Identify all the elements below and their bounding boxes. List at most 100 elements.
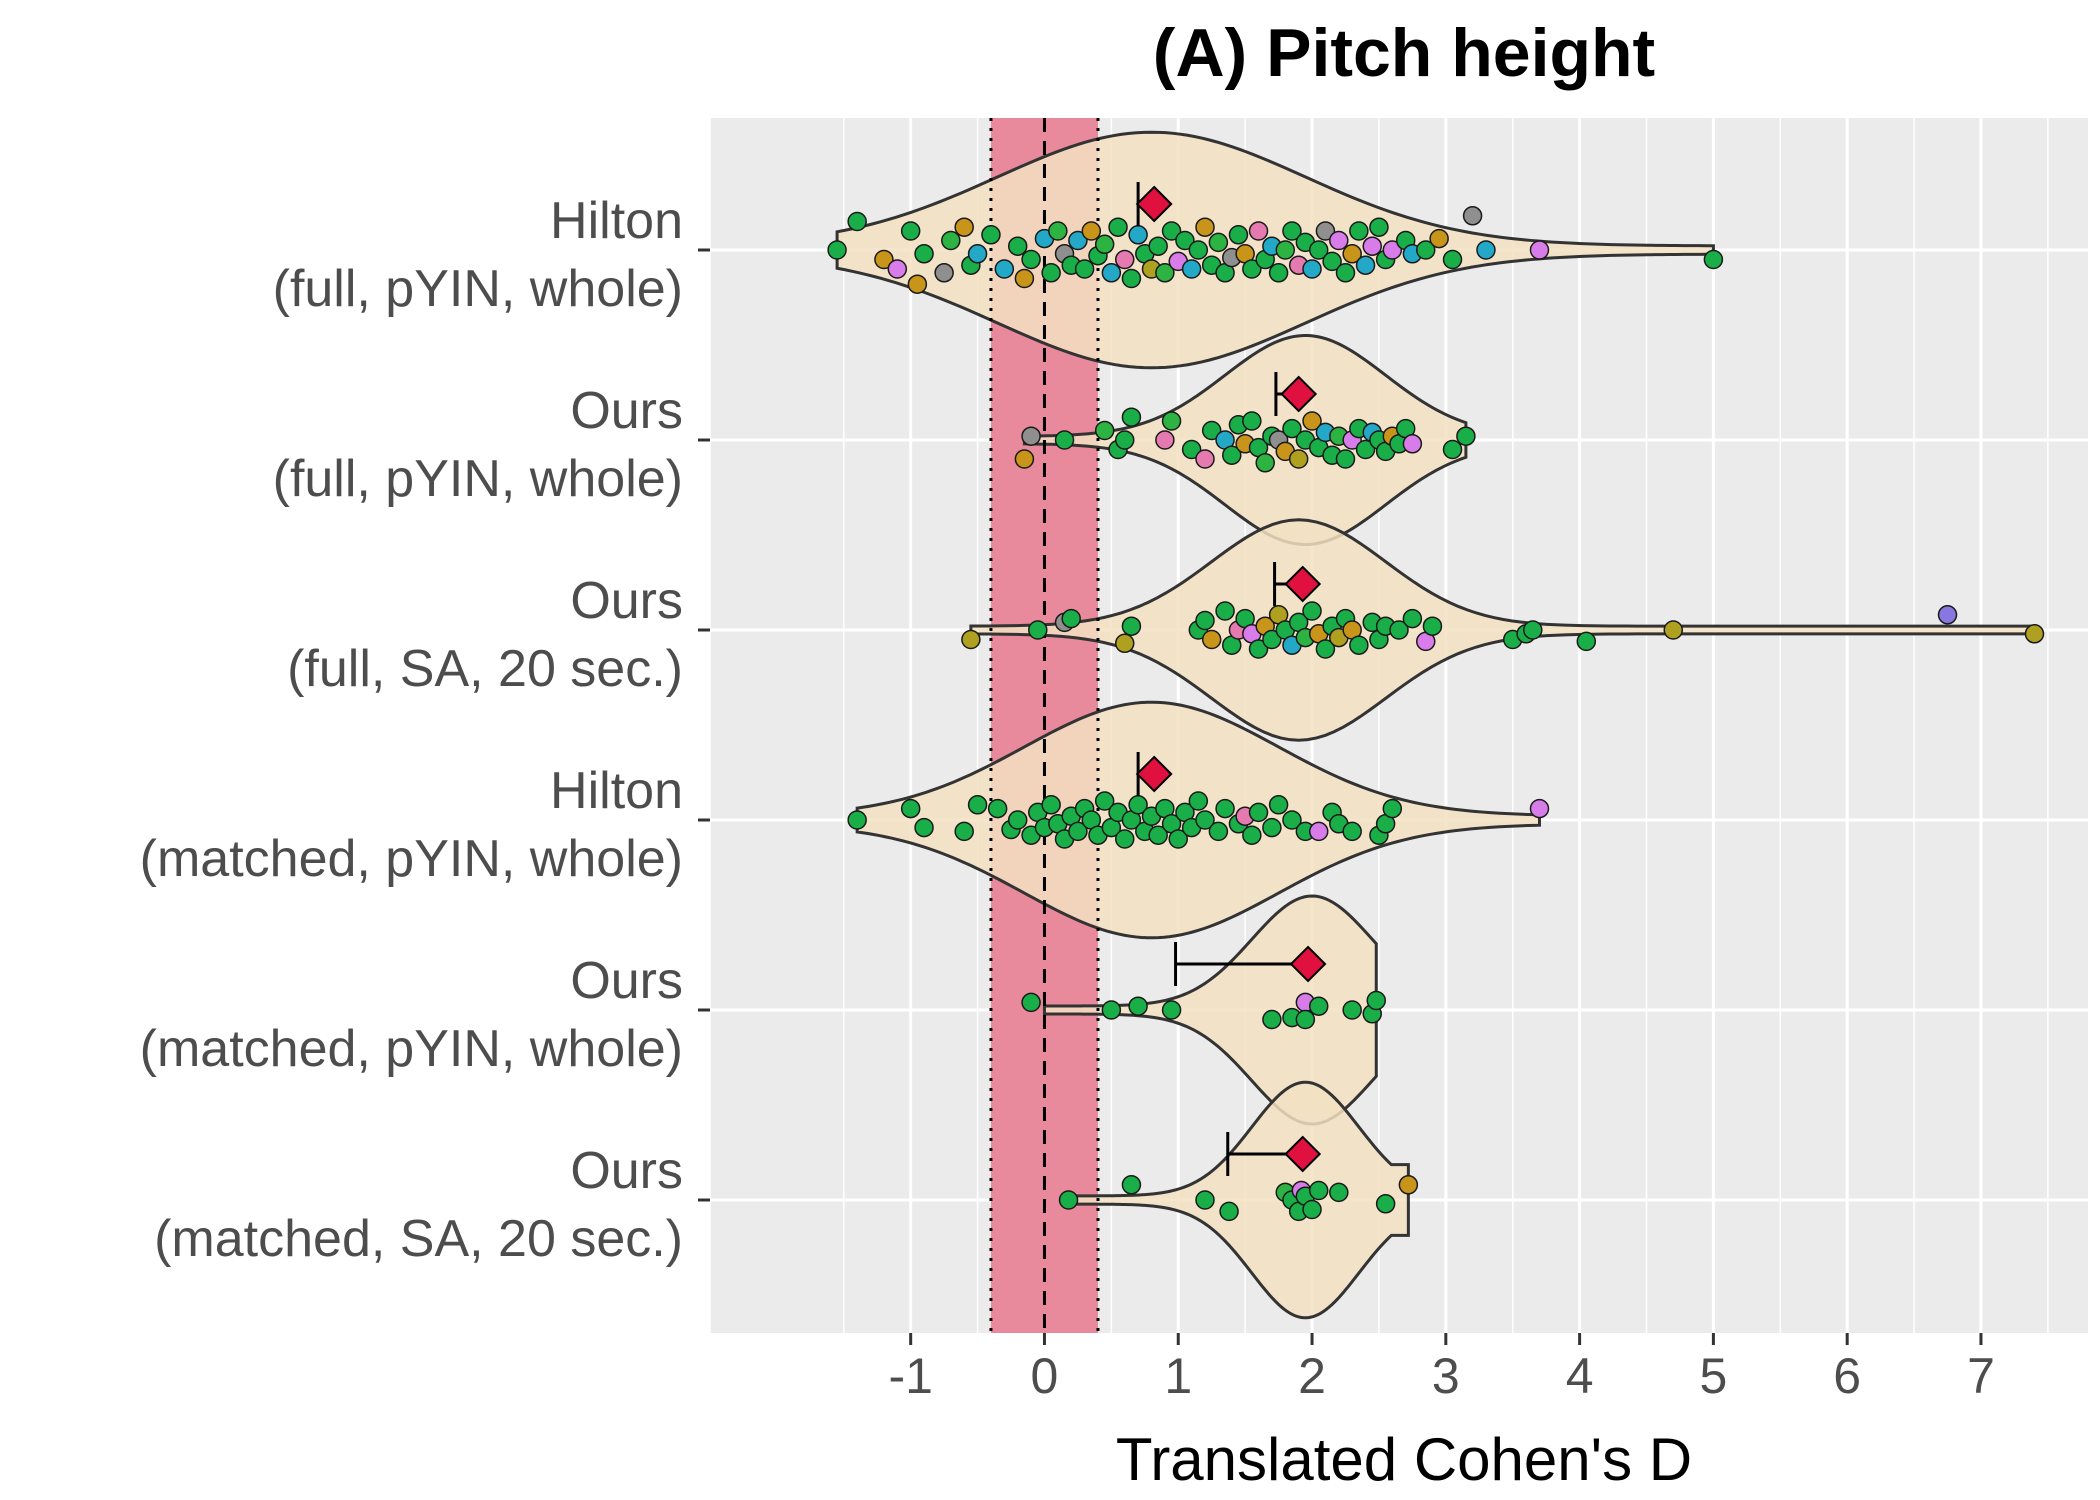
data-point [934,263,954,283]
data-point [1108,217,1128,237]
data-point [1094,234,1115,255]
data-point [847,810,867,830]
y-tick-label-line1: Ours [570,572,683,630]
data-point [1362,236,1382,256]
x-tick-label: 0 [1031,1348,1059,1404]
data-point [1366,990,1387,1011]
data-point [1161,1000,1182,1020]
data-point [1081,221,1102,241]
data-point [961,629,981,650]
data-point [1355,255,1376,275]
data-point [1021,992,1041,1013]
x-tick-label: 3 [1432,1348,1460,1404]
data-point [1195,1190,1215,1210]
data-point [1061,608,1081,629]
y-tick-label-line2: (matched, pYIN, whole) [140,830,683,888]
data-point [994,259,1015,279]
data-point [1529,798,1550,819]
x-tick-label: -1 [888,1348,932,1404]
data-point [987,798,1008,819]
data-point [1219,1201,1239,1222]
data-point [1342,244,1362,264]
data-point [1342,1000,1362,1020]
data-point [1282,810,1302,830]
data-point [1382,798,1403,819]
data-point [1282,418,1302,439]
data-point [1335,263,1356,283]
data-point [1375,1194,1396,1214]
data-point [1094,791,1115,811]
data-point [1308,821,1329,842]
data-point [1282,221,1302,241]
data-point [1148,825,1168,845]
data-point [1208,821,1229,842]
data-point [1201,420,1222,441]
data-point [1041,263,1061,283]
data-point [1476,240,1496,260]
data-point [1329,1182,1349,1203]
data-point [1315,221,1336,241]
data-point [1121,268,1142,289]
violin-4 [1042,894,1378,1126]
data-point [1188,791,1209,811]
data-point [1114,430,1135,450]
data-point [1181,439,1202,460]
x-tick-label: 2 [1298,1348,1326,1404]
data-point [1068,230,1088,251]
data-point [900,221,921,241]
data-point [1389,620,1409,640]
data-point [1014,268,1035,289]
data-point [1041,795,1061,815]
plot-panel [710,118,2088,1333]
data-point [1255,453,1275,473]
data-point [981,225,1001,245]
data-point [1663,620,1684,640]
data-point [1268,795,1289,815]
data-point [1195,217,1215,237]
data-point [941,230,961,251]
data-point [1121,616,1142,636]
data-point [1242,411,1262,431]
data-point [1168,829,1189,849]
mean-markers [1135,182,1327,1176]
data-point [954,217,974,237]
data-point [1161,411,1182,431]
x-axis: -1 0 1 2 3 4 5 6 7 [888,1333,1995,1404]
data-point [1429,228,1449,249]
data-point [1121,407,1142,427]
data-point [847,211,867,232]
violin-5 [1067,1080,1410,1320]
mean-marker [1284,565,1322,603]
data-point [914,244,934,264]
data-point [1248,221,1269,241]
data-point [1048,221,1068,241]
data-point [1416,240,1436,260]
data-point [887,259,908,279]
y-tick-label-line1: Ours [570,952,683,1010]
data-point [1058,1190,1079,1210]
y-tick-label-line1: Ours [570,382,683,440]
data-point [1242,259,1262,279]
data-point [1101,1000,1122,1020]
data-point [1342,821,1362,842]
x-tick-label: 5 [1699,1348,1727,1404]
reference-lines [989,118,1100,1333]
data-point [1349,221,1369,241]
data-point [1703,249,1724,270]
data-point [1302,259,1322,279]
data-point [967,795,988,815]
data-point [1021,426,1041,446]
data-point [1462,206,1483,226]
data-point [1315,639,1336,659]
x-axis-title: Translated Cohen's D [1116,1426,1692,1493]
y-axis: Hilton (full, pYIN, whole) Ours (full, pYIN… [140,192,710,1268]
mean-marker [1289,945,1327,983]
data-point [1014,449,1035,469]
data-point [874,249,894,270]
data-point [1398,1175,1419,1195]
data-point [1523,620,1543,640]
data-point [1335,449,1356,469]
data-point [1215,798,1235,819]
data-point [1308,996,1329,1016]
data-point [1155,430,1175,450]
